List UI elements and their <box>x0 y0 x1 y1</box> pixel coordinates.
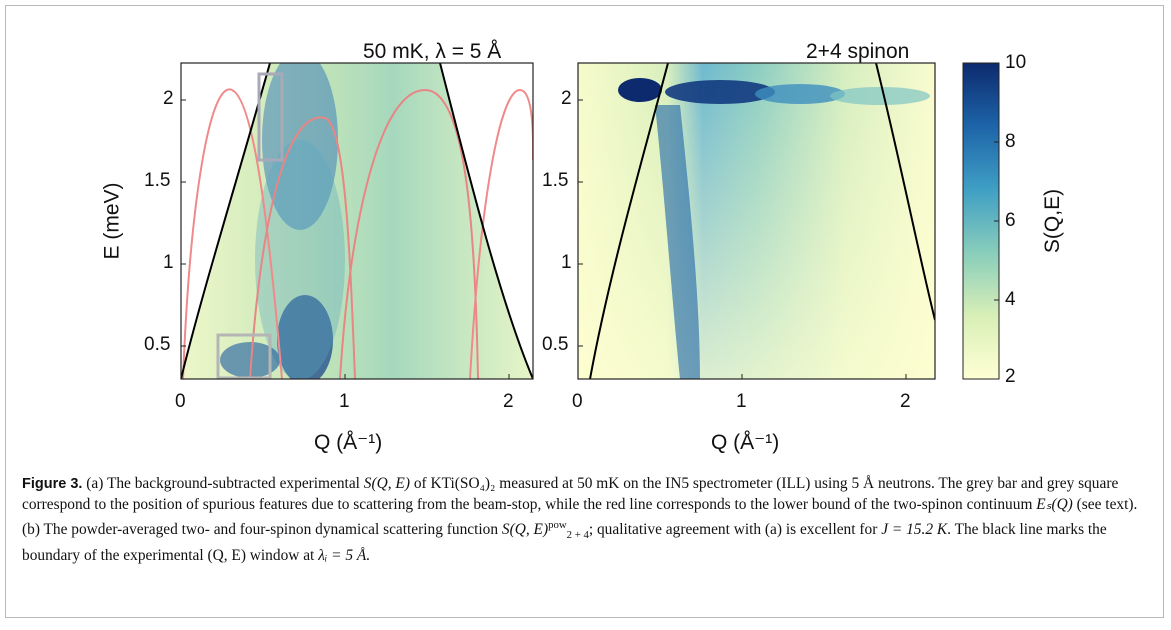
left-ytick: 1 <box>163 252 174 273</box>
colorbar-label: S(Q,E) <box>1041 188 1065 254</box>
right-ytick: 0.5 <box>542 334 569 355</box>
colorbar <box>962 62 1000 380</box>
caption-text: ; qualitative agreement with (a) is exce… <box>588 521 878 539</box>
right-xtick: 2 <box>900 391 911 412</box>
right-panel-title: 2+4 spinon <box>806 40 910 63</box>
caption-math: Eₛ(Q) <box>1036 495 1073 513</box>
right-xlabel: Q (Å⁻¹) <box>711 431 780 454</box>
caption-text: . The black line marks the boundary of t… <box>22 521 1107 564</box>
caption-math: S(Q, E) <box>363 475 410 492</box>
caption-text: of <box>413 475 427 492</box>
caption-math: λᵢ = 5 Å. <box>318 546 371 564</box>
colorbar-tick: 6 <box>1005 210 1016 231</box>
caption-text: measured at 50 mK on the IN5 spectromete… <box>22 475 1119 513</box>
caption-math: J = 15.2 K <box>881 521 948 539</box>
caption-label: Figure 3. <box>22 476 83 492</box>
left-ylabel: E (meV) <box>100 182 124 260</box>
left-xlabel: Q (Å⁻¹) <box>314 431 383 454</box>
caption-math: S(Q, E) <box>501 521 549 539</box>
left-ytick: 2 <box>163 88 174 109</box>
caption-sub: 2 + 4 <box>566 529 589 542</box>
right-xtick: 1 <box>736 391 747 412</box>
left-panel-title: 50 mK, λ = 5 Å <box>363 40 502 63</box>
caption-text: (a) The background-subtracted experiment… <box>86 475 360 492</box>
left-ytick: 0.5 <box>144 334 171 355</box>
figure-frame <box>5 5 1164 618</box>
caption-compound: KTi(SO₄)₂ <box>430 475 496 492</box>
right-ytick: 1 <box>561 252 572 273</box>
left-heatmap <box>180 62 534 380</box>
colorbar-tick: 8 <box>1005 131 1016 152</box>
left-xtick: 0 <box>175 391 186 412</box>
left-xtick: 2 <box>503 391 514 412</box>
left-ytick: 1.5 <box>144 170 171 191</box>
left-xtick: 1 <box>339 391 350 412</box>
colorbar-tick: 10 <box>1005 52 1027 73</box>
colorbar-tick: 4 <box>1005 289 1016 310</box>
figure-graphics <box>180 62 1000 380</box>
right-ytick: 1.5 <box>542 170 569 191</box>
right-xtick: 0 <box>572 391 583 412</box>
colorbar-tick: 2 <box>1005 366 1016 387</box>
right-heatmap <box>577 62 936 380</box>
caption-sup: pow <box>548 519 567 531</box>
right-ytick: 2 <box>561 88 572 109</box>
figure-caption: Figure 3. (a) The background-subtracted … <box>22 474 1147 566</box>
caption-text: (see text). (b) The powder-averaged two-… <box>22 495 1138 539</box>
